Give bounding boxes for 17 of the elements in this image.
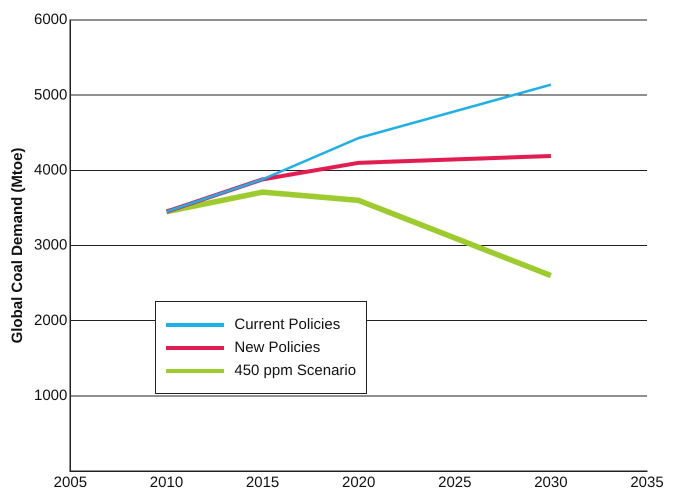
x-tick-label: 2035 [630,474,664,492]
legend-label: New Policies [234,339,320,356]
legend-label: Current Policies [234,316,340,333]
y-tick-label: 2000 [34,312,68,329]
y-tick-label: 4000 [34,161,68,178]
x-tick-label: 2030 [534,474,568,492]
x-tick-label: 2010 [150,474,184,492]
x-tick-label: 2020 [342,474,376,492]
legend-label: 450 ppm Scenario [234,362,356,379]
y-tick-label: 5000 [34,86,68,104]
y-tick-label: 1000 [34,386,68,404]
y-tick-label: 3000 [34,236,68,254]
x-tick-label: 2025 [438,474,472,492]
y-tick-label: 6000 [34,11,68,28]
x-tick-label: 2005 [54,474,88,492]
y-axis-title: Global Coal Demand (Mtoe) [9,148,26,344]
x-tick-label: 2015 [246,474,280,492]
